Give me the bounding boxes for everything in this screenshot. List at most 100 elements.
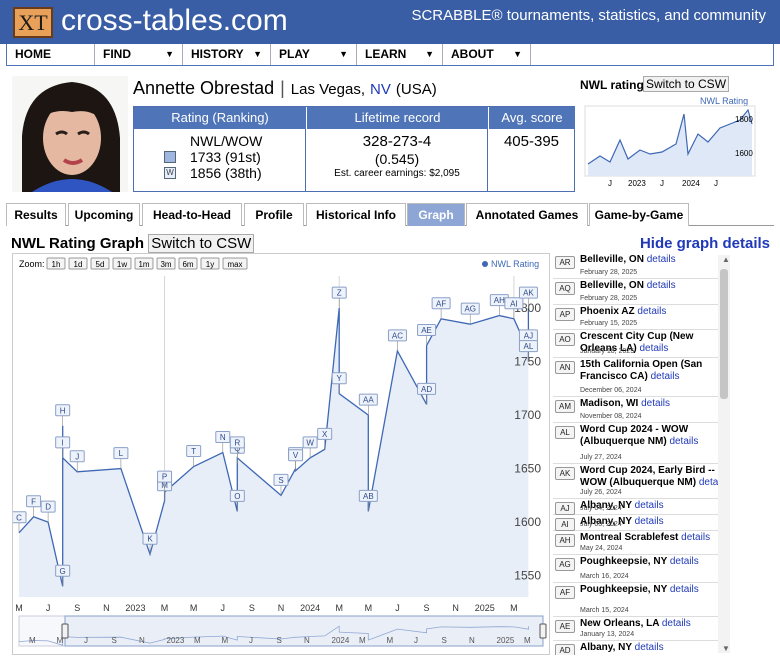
- event-details-link[interactable]: details: [646, 280, 676, 291]
- event-code-badge[interactable]: AI: [555, 518, 575, 531]
- flag-marker[interactable]: [157, 470, 173, 483]
- flag-marker[interactable]: [55, 564, 71, 577]
- event-details-link[interactable]: details: [669, 436, 699, 447]
- flag-marker[interactable]: [142, 532, 158, 545]
- flag-marker[interactable]: [69, 450, 85, 463]
- event-code-badge[interactable]: AQ: [555, 282, 575, 295]
- event-details-link[interactable]: details: [634, 642, 664, 653]
- x-tick-label: S: [424, 603, 430, 613]
- flag-marker[interactable]: [55, 404, 71, 417]
- tab-profile[interactable]: Profile: [244, 203, 304, 226]
- tab-game-by-game[interactable]: Game-by-Game: [589, 203, 689, 226]
- navigator-window[interactable]: [64, 615, 544, 647]
- nav-about[interactable]: ABOUT ▼: [443, 44, 531, 65]
- flag-marker[interactable]: [186, 444, 202, 457]
- event-code-badge[interactable]: AR: [555, 256, 575, 269]
- tab-historical-info[interactable]: Historical Info: [306, 203, 406, 226]
- event-name: Word Cup 2024, Early Bird -- WOW (Albuqu…: [580, 465, 730, 489]
- flag-marker[interactable]: [460, 302, 480, 315]
- event-details-link[interactable]: details: [641, 398, 671, 409]
- flag-marker[interactable]: [273, 473, 289, 486]
- flag-marker[interactable]: [387, 329, 407, 342]
- flag-marker[interactable]: [229, 436, 245, 449]
- flag-marker[interactable]: [288, 449, 304, 462]
- zoom-button[interactable]: [200, 257, 220, 270]
- event-details-link[interactable]: details: [698, 477, 728, 488]
- event-code-badge[interactable]: AM: [555, 400, 575, 413]
- flag-marker[interactable]: [417, 382, 437, 395]
- zoom-button[interactable]: [46, 257, 66, 270]
- event-code-badge[interactable]: AD: [555, 644, 575, 655]
- nav-find[interactable]: FIND ▼: [95, 44, 183, 65]
- zoom-button[interactable]: [222, 257, 248, 270]
- event-code-badge[interactable]: AP: [555, 308, 575, 321]
- zoom-button[interactable]: [156, 257, 176, 270]
- event-details-link[interactable]: details: [637, 306, 667, 317]
- flag-marker[interactable]: [215, 431, 231, 444]
- flag-marker[interactable]: [358, 489, 378, 502]
- flag-marker[interactable]: [431, 297, 451, 310]
- events-scroll-thumb[interactable]: [720, 269, 728, 399]
- site-name[interactable]: cross-tables.com: [61, 4, 288, 37]
- tab-head-to-head[interactable]: Head-to-Head: [142, 203, 242, 226]
- tab-annotated-games[interactable]: Annotated Games: [466, 203, 588, 226]
- flag-marker[interactable]: [417, 324, 437, 337]
- zoom-button[interactable]: [90, 257, 110, 270]
- event-code-badge[interactable]: AL: [555, 426, 575, 439]
- site-logo[interactable]: XT: [13, 7, 53, 38]
- nav-play[interactable]: PLAY ▼: [271, 44, 357, 65]
- flag-marker[interactable]: [518, 340, 538, 353]
- mini-switch-csw-button[interactable]: Switch to CSW: [643, 76, 730, 92]
- navigator-handle[interactable]: [61, 623, 69, 639]
- wow-lexicon-icon: W: [164, 167, 176, 179]
- navigator-handle[interactable]: [539, 623, 547, 639]
- flag-marker[interactable]: [55, 436, 71, 449]
- zoom-button[interactable]: [68, 257, 88, 270]
- event-code-badge[interactable]: AO: [555, 333, 575, 346]
- tab-results[interactable]: Results: [6, 203, 66, 226]
- flag-marker[interactable]: [229, 489, 245, 502]
- event-code-badge[interactable]: AH: [555, 534, 575, 547]
- event-details-link[interactable]: details: [669, 556, 699, 567]
- event-details-link[interactable]: details: [650, 371, 680, 382]
- event-code-badge[interactable]: AF: [555, 586, 575, 599]
- switch-csw-button[interactable]: Switch to CSW: [148, 234, 255, 253]
- flag-marker[interactable]: [358, 393, 378, 406]
- flag-marker[interactable]: [302, 436, 318, 449]
- event-code-badge[interactable]: AN: [555, 361, 575, 374]
- event-code-badge[interactable]: AJ: [555, 502, 575, 515]
- events-scrollbar[interactable]: ▲ ▼: [718, 255, 730, 653]
- flag-marker[interactable]: [40, 500, 56, 513]
- tab-graph[interactable]: Graph: [407, 203, 465, 226]
- flag-label: AC: [392, 331, 403, 340]
- nav-learn[interactable]: LEARN ▼: [357, 44, 443, 65]
- event-details-link[interactable]: details: [646, 254, 676, 265]
- zoom-button[interactable]: [134, 257, 154, 270]
- event-code-badge[interactable]: AG: [555, 558, 575, 571]
- tab-upcoming[interactable]: Upcoming: [68, 203, 140, 226]
- flag-marker[interactable]: [317, 427, 333, 440]
- flag-marker[interactable]: [331, 372, 347, 385]
- player-state-link[interactable]: NV: [370, 81, 391, 98]
- nav-home[interactable]: HOME: [7, 44, 95, 65]
- event-details-link[interactable]: details: [669, 584, 699, 595]
- flag-marker[interactable]: [518, 286, 538, 299]
- flag-marker[interactable]: [331, 286, 347, 299]
- hide-graph-details-link[interactable]: Hide graph details: [639, 235, 770, 252]
- flag-marker[interactable]: [113, 447, 129, 460]
- flag-marker[interactable]: [26, 495, 42, 508]
- event-details-link[interactable]: details: [681, 532, 711, 543]
- scroll-up-icon[interactable]: ▲: [722, 255, 730, 264]
- flag-marker[interactable]: [504, 297, 524, 310]
- event-details-link[interactable]: details: [661, 618, 691, 629]
- event-details-link[interactable]: details: [639, 343, 669, 354]
- event-details-link[interactable]: details: [634, 500, 664, 511]
- zoom-button[interactable]: [178, 257, 198, 270]
- event-details-link[interactable]: details: [634, 516, 664, 527]
- nav-history[interactable]: HISTORY ▼: [183, 44, 271, 65]
- event-title: Belleville, ON: [580, 254, 647, 265]
- scroll-down-icon[interactable]: ▼: [722, 644, 730, 653]
- event-code-badge[interactable]: AK: [555, 467, 575, 480]
- zoom-button[interactable]: [112, 257, 132, 270]
- event-code-badge[interactable]: AE: [555, 620, 575, 633]
